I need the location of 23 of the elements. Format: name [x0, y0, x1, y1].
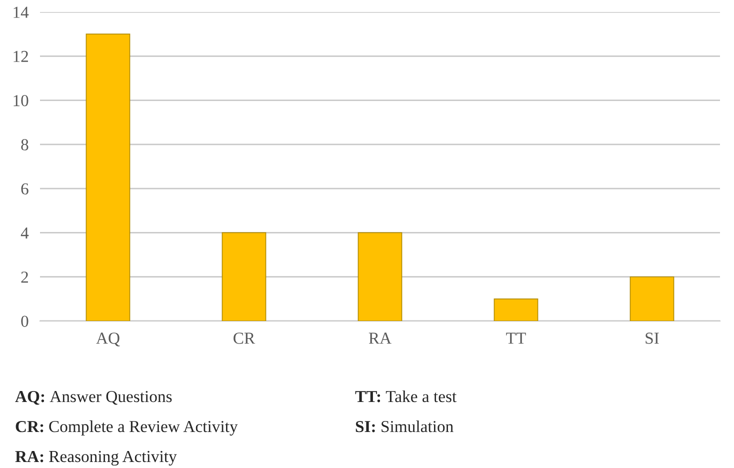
y-tick-label: 2 [21, 272, 28, 283]
y-tick-label: 12 [14, 50, 28, 62]
y-tick-label: 4 [20, 228, 29, 238]
bar [86, 34, 130, 321]
bar [494, 298, 538, 321]
text: RA: Reasoning Activity [15, 450, 177, 466]
x-tick-label: TT [506, 332, 526, 344]
bar [222, 232, 266, 321]
y-tick-label: 6 [21, 183, 28, 195]
text: TT: Take a test [355, 390, 457, 402]
x-tick-label: SI [646, 332, 659, 344]
x-tick-label: CR [234, 332, 256, 344]
bar [630, 276, 674, 321]
y-tick-label: 0 [21, 316, 28, 327]
bar [358, 232, 402, 321]
y-tick-label: 10 [14, 94, 28, 106]
text: AQ: Answer Questions [15, 390, 172, 405]
text: CR: Complete a Review Activity [16, 420, 238, 436]
y-tick-label: 14 [14, 6, 29, 18]
text: SI: Simulation [356, 420, 454, 432]
y-tick-label: 8 [21, 139, 28, 150]
x-tick-label: AQ [96, 332, 120, 346]
x-tick-label: RA [368, 332, 392, 344]
